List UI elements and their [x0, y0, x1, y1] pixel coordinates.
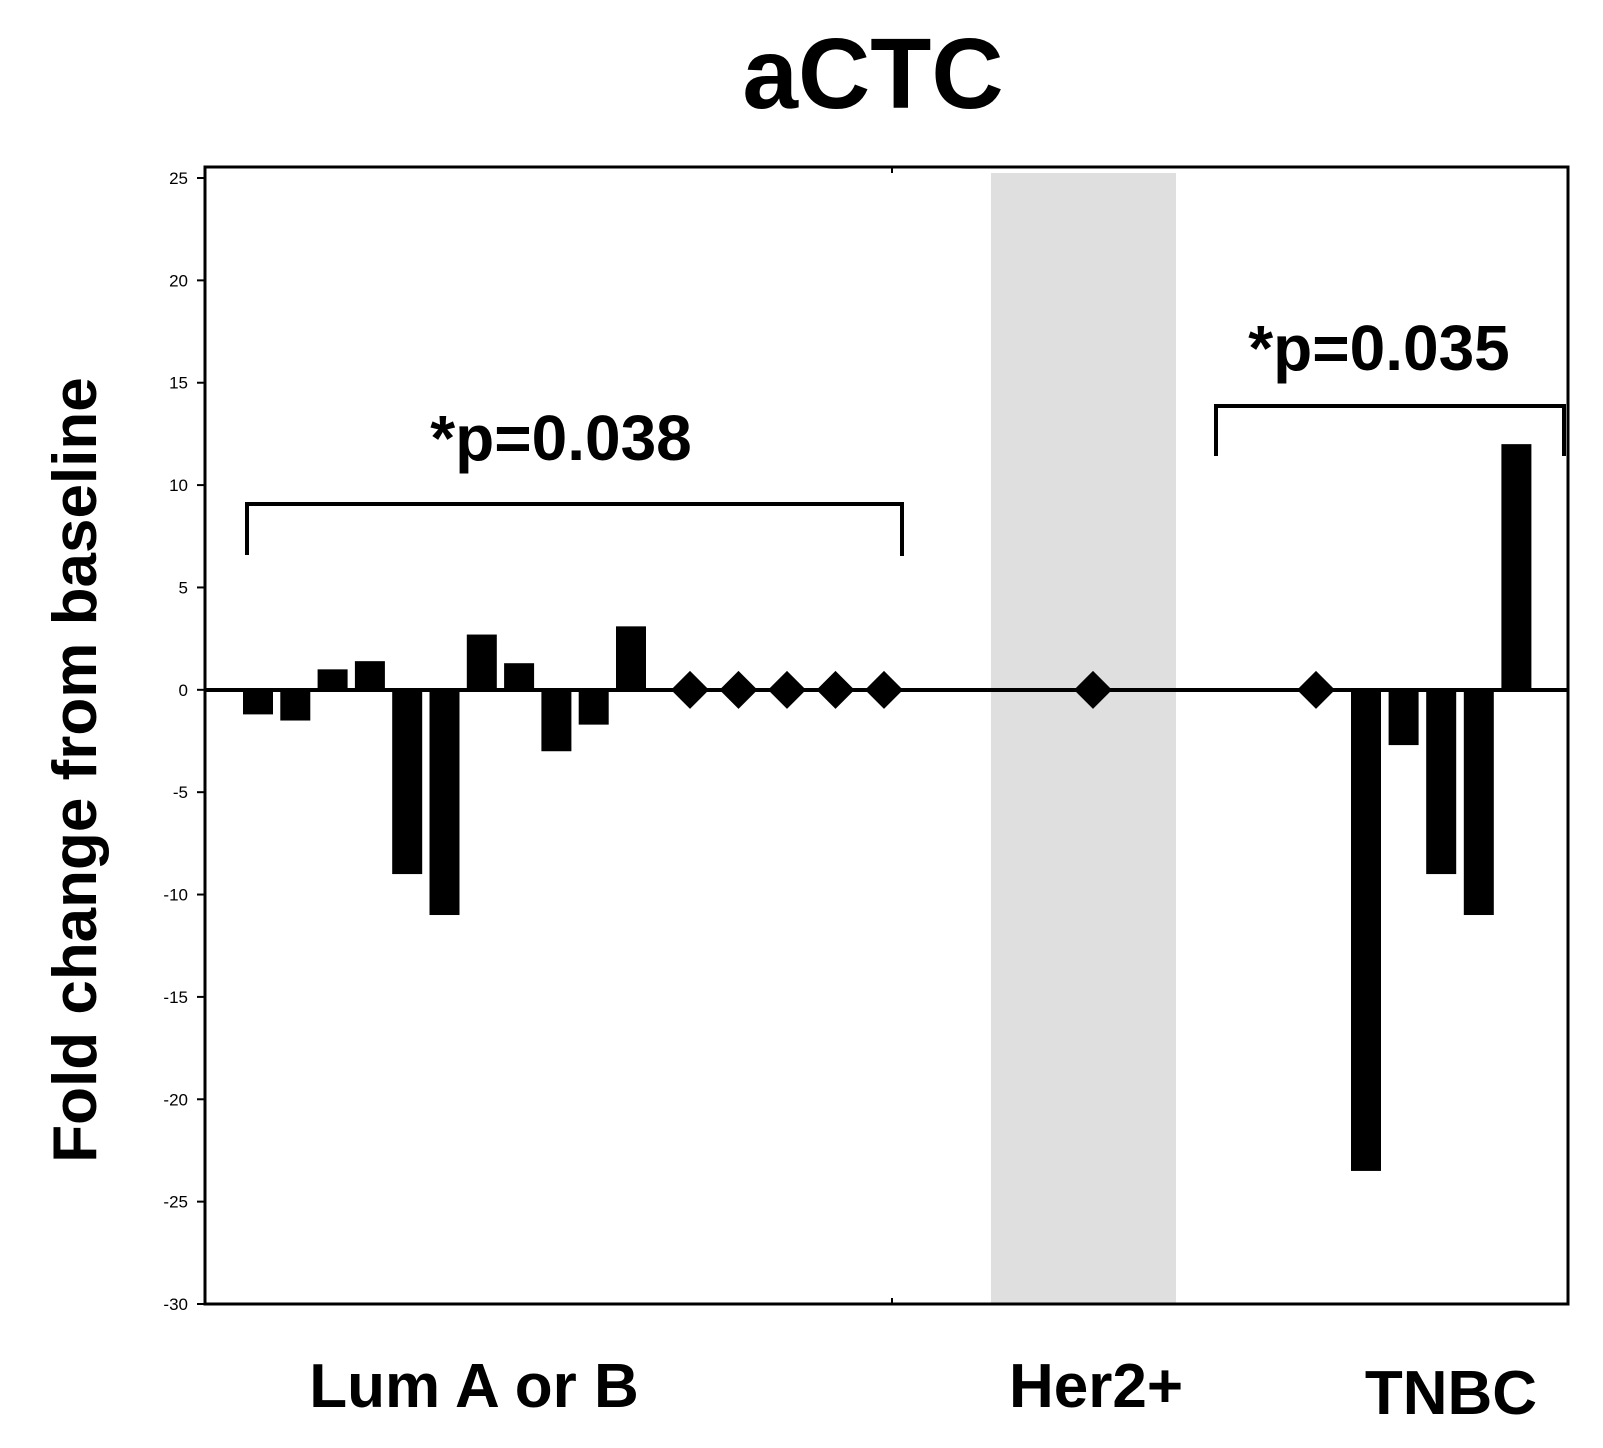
y-tick-label: 15 [169, 374, 188, 393]
bar [317, 669, 348, 690]
significance-brackets: *p=0.038 *p=0.035 [245, 312, 1566, 556]
bars-layer [243, 444, 1532, 1171]
y-tick-label: -30 [163, 1295, 188, 1314]
tnbc-bracket [1214, 404, 1566, 456]
plot-frame [203, 165, 1570, 1306]
bar [1351, 689, 1381, 1171]
bar [1426, 689, 1457, 875]
y-tick-label: 25 [169, 169, 188, 188]
y-tick-label: 5 [179, 578, 188, 597]
y-axis-ticks: 25 20 15 10 5 0 -5 -10 -15 -20 -25 -30 [163, 167, 893, 1314]
category-label-her2: Her2+ [1009, 1352, 1183, 1421]
bar [354, 661, 385, 690]
y-tick-label: 0 [179, 681, 188, 700]
y-tick-label: -5 [173, 783, 188, 802]
y-tick-label: -10 [163, 886, 188, 905]
y-axis-label: Fold change from baseline [41, 377, 110, 1162]
chart-title: aCTC [742, 18, 1003, 130]
y-tick-label: -20 [163, 1090, 188, 1109]
bar [504, 663, 535, 690]
her2-shaded-region [991, 173, 1176, 1303]
bar [1501, 444, 1532, 690]
y-tick-label: -25 [163, 1193, 188, 1212]
bar [429, 689, 460, 916]
bar [1388, 689, 1419, 746]
bar [541, 689, 572, 752]
bar [243, 689, 273, 715]
category-label-lum: Lum A or B [309, 1352, 639, 1421]
category-label-tnbc: TNBC [1365, 1359, 1537, 1428]
bar [392, 689, 423, 875]
y-tick-label: 20 [169, 271, 188, 290]
bar [616, 626, 646, 690]
y-tick-label: 10 [169, 476, 188, 495]
bar [578, 689, 609, 725]
bar [1463, 689, 1494, 916]
bar [466, 634, 497, 690]
lum-bracket [245, 502, 904, 556]
y-tick-label: -15 [163, 988, 188, 1007]
bar [280, 689, 311, 721]
tnbc-p-value-annotation: *p=0.035 [1248, 312, 1510, 384]
lum-p-value-annotation: *p=0.038 [430, 402, 692, 474]
